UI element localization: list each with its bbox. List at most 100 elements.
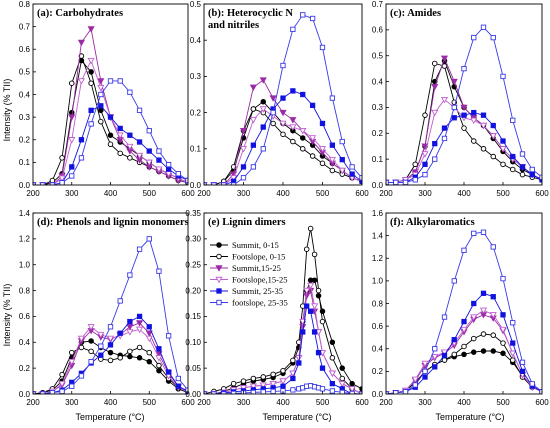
y-tick-label: 0.5 [190,0,202,9]
data-point [221,182,227,185]
data-point [422,172,428,178]
data-point [260,389,266,394]
data-point [510,340,516,346]
data-point [49,182,56,185]
data-point [339,375,346,382]
data-point [300,135,306,141]
data-point [490,153,497,160]
data-point [300,12,306,18]
legend-marker [215,276,223,284]
y-tick-label: 1.2 [19,235,31,244]
x-tick-label: 400 [104,398,118,407]
data-point [309,15,316,22]
data-point [338,167,346,175]
data-point [135,320,144,327]
data-point [88,69,94,75]
data-point [97,331,105,339]
data-point [500,350,506,357]
plot-area [33,236,188,394]
data-point [432,364,438,370]
panel-6: 200 300 400 500 600 0.0 0.2 0.4 0.6 0.8 1.0 1.2 1.4 1… [372,209,549,407]
data-point [490,34,496,41]
data-point [185,387,188,393]
y-tick-label: 1.2 [372,254,384,263]
x-tick-label: 300 [237,398,251,407]
data-point [519,359,526,365]
data-point [461,112,467,118]
data-point [156,268,162,274]
data-point [529,166,535,173]
data-point [490,122,496,129]
data-point [339,138,345,145]
data-point [117,78,123,84]
y-tick-label: 0.6 [372,26,384,35]
y-tick-label: 0.8 [372,299,384,308]
data-point [107,78,114,84]
y-axis-label-bottom: Intensity (% TII) [2,284,12,347]
panel-title-line: and nitriles [208,20,259,31]
y-tick-label: 0.00 [185,390,201,399]
x-tick-label: 200 [197,398,211,407]
data-point [240,378,247,384]
data-point [117,355,123,361]
data-point [441,352,448,359]
data-point [107,324,114,330]
data-point [339,389,345,394]
data-point [329,381,336,387]
x-tick-label: 300 [65,189,79,198]
data-point [471,230,477,237]
data-point [127,353,133,360]
data-point [136,139,143,145]
data-point [393,390,399,394]
data-point [431,109,439,117]
data-point [441,314,448,320]
data-point [156,367,162,374]
data-point [68,137,76,144]
data-point [117,125,123,132]
data-point [411,376,419,384]
data-point [260,146,266,152]
data-point [451,115,457,121]
data-point [471,300,477,307]
data-point [329,95,336,101]
data-point [106,335,115,343]
data-point [279,120,287,128]
data-point [136,344,143,351]
data-point [107,357,114,364]
data-point [107,349,114,356]
data-point [127,348,133,355]
data-point [432,156,438,162]
data-point [451,278,457,284]
x-tick-label: 200 [197,189,211,198]
legend-marker [216,288,222,294]
data-point [329,355,336,361]
data-point [499,146,507,153]
data-point [479,307,488,315]
data-point [500,161,506,168]
data-point [156,346,162,352]
data-point [280,95,286,101]
data-point [59,388,65,394]
data-point [339,157,345,163]
data-point [165,161,172,168]
data-point [300,146,306,152]
data-point [303,287,311,295]
data-point [359,386,362,392]
data-point [471,349,477,355]
data-point [422,368,428,375]
data-point [519,151,526,157]
data-point [249,117,257,124]
data-point [339,365,346,371]
data-point [175,375,181,382]
y-axis-label-top: Intensity (% TII) [2,79,12,142]
data-point [97,85,105,92]
x-axis-label-f: Temperature (°C) [435,412,504,422]
panels: 200 300 400 500 6000.00.10.20.30.40.50.60.70… [19,0,549,407]
legend-marker [216,253,222,260]
data-point [500,312,506,318]
data-point [432,60,438,67]
data-point [117,330,123,336]
x-tick-label: 500 [496,398,510,407]
data-point [33,182,36,185]
x-tick-label: 200 [26,189,40,198]
